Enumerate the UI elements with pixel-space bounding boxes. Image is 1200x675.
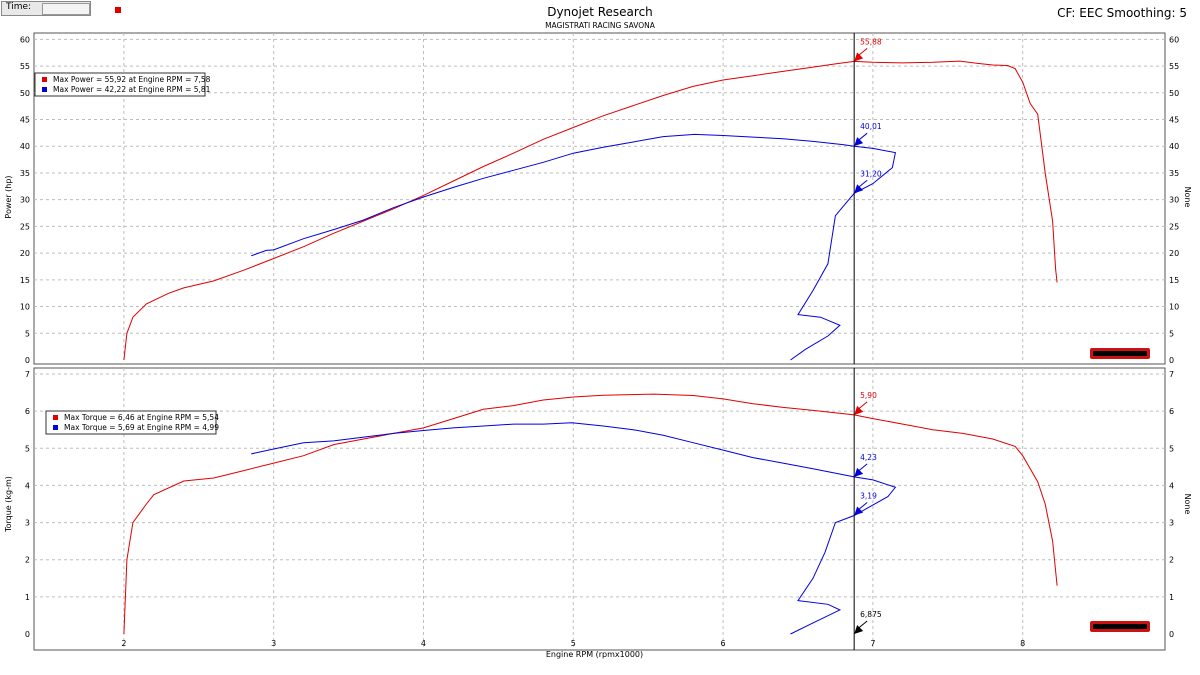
cursor-marker-arrow xyxy=(854,405,864,415)
y2-tick-label: 25 xyxy=(1169,222,1179,231)
y2-tick-label: 50 xyxy=(1169,89,1179,98)
y2-tick-label: 20 xyxy=(1169,249,1179,258)
legend-box xyxy=(34,72,206,97)
y-tick-label: 4 xyxy=(25,481,30,490)
legend-box xyxy=(45,410,217,435)
y2-axis-label: None xyxy=(1183,494,1192,515)
y2-tick-label: 55 xyxy=(1169,62,1179,71)
x-tick-label: 5 xyxy=(571,639,576,648)
y-tick-label: 60 xyxy=(20,35,30,44)
x-tick-label: 8 xyxy=(1020,639,1025,648)
x-tick-label: 2 xyxy=(121,639,126,648)
y-tick-label: 35 xyxy=(20,169,30,178)
y-tick-label: 5 xyxy=(25,329,30,338)
y-tick-label: 2 xyxy=(25,556,30,565)
cursor-marker-arrow xyxy=(854,137,864,147)
y-tick-label: 5 xyxy=(25,444,30,453)
y-tick-label: 0 xyxy=(25,356,30,365)
cursor-marker-arrow xyxy=(854,467,864,477)
plot-frame xyxy=(33,32,1166,365)
y2-tick-label: 45 xyxy=(1169,116,1179,125)
series-line-1 xyxy=(123,60,1058,361)
y-axis-label: Power (hp) xyxy=(4,175,13,218)
y2-tick-label: 0 xyxy=(1169,356,1174,365)
torque-panel: 0 0 1 1 2 2 3 3 4 4 5 5 6 6 7 7 2 3 4 5 6 7 8 Torque (kg-m) None… xyxy=(4,367,1192,659)
time-label: Time: xyxy=(6,2,32,12)
chart-title: Dynojet Research xyxy=(547,5,653,19)
time-control[interactable]: Time: xyxy=(1,1,121,16)
y-tick-label: 3 xyxy=(25,519,30,528)
cursor-value-label: 40,01 xyxy=(860,122,882,131)
series-line-2 xyxy=(251,422,897,635)
y2-tick-label: 7 xyxy=(1169,370,1174,379)
y2-tick-label: 4 xyxy=(1169,481,1174,490)
series-line-1 xyxy=(123,393,1058,635)
dynojet-logo-stripe xyxy=(1093,351,1147,356)
time-marker-icon[interactable] xyxy=(115,7,121,13)
cursor-marker-arrow xyxy=(854,52,864,62)
cursor-marker-arrow xyxy=(854,506,864,516)
y-tick-label: 7 xyxy=(25,370,30,379)
y2-tick-label: 35 xyxy=(1169,169,1179,178)
y-tick-label: 10 xyxy=(20,303,30,312)
y-tick-label: 1 xyxy=(25,593,30,602)
y-tick-label: 6 xyxy=(25,407,30,416)
x-axis-label: Engine RPM (rpmx1000) xyxy=(546,650,643,659)
y2-tick-label: 40 xyxy=(1169,142,1179,151)
chart-subtitle: MAGISTRATI RACING SAVONA xyxy=(545,21,656,30)
y-tick-label: 15 xyxy=(20,276,30,285)
x-tick-label: 4 xyxy=(421,639,426,648)
x-tick-label: 7 xyxy=(870,639,875,648)
y2-tick-label: 2 xyxy=(1169,556,1174,565)
y-tick-label: 20 xyxy=(20,249,30,258)
y2-tick-label: 30 xyxy=(1169,196,1179,205)
time-slider[interactable] xyxy=(42,3,121,15)
legend-entry-2: Max Torque = 5,69 at Engine RPM = 4,99 xyxy=(64,423,219,432)
cursor-marker-arrow xyxy=(854,184,864,194)
smoothing-info: CF: EEC Smoothing: 5 xyxy=(1057,6,1187,20)
dynojet-logo-stripe xyxy=(1093,624,1147,629)
y2-axis-label: None xyxy=(1183,187,1192,208)
y2-tick-label: 0 xyxy=(1169,630,1174,639)
legend-entry-1: Max Power = 55,92 at Engine RPM = 7,58 xyxy=(53,75,211,84)
series-line-2 xyxy=(251,133,896,361)
y-tick-label: 50 xyxy=(20,89,30,98)
y2-tick-label: 1 xyxy=(1169,593,1174,602)
cursor-value-label: 55,88 xyxy=(860,37,882,46)
y2-tick-label: 15 xyxy=(1169,276,1179,285)
x-tick-label: 3 xyxy=(271,639,276,648)
plot-frame xyxy=(33,367,1166,651)
y2-tick-label: 5 xyxy=(1169,329,1174,338)
cursor-value-label: 5,90 xyxy=(860,391,877,400)
cursor-value-label: 6,875 xyxy=(860,610,882,619)
y-tick-label: 40 xyxy=(20,142,30,151)
x-tick-label: 6 xyxy=(721,639,726,648)
y-tick-label: 55 xyxy=(20,62,30,71)
legend-swatch-2 xyxy=(42,87,47,92)
cursor-value-label: 3,19 xyxy=(860,492,877,501)
y2-tick-label: 10 xyxy=(1169,303,1179,312)
y-tick-label: 30 xyxy=(20,196,30,205)
legend-swatch-2 xyxy=(53,425,58,430)
y-tick-label: 45 xyxy=(20,116,30,125)
y-axis-label: Torque (kg-m) xyxy=(4,476,13,533)
legend-swatch-1 xyxy=(53,415,58,420)
y-tick-label: 25 xyxy=(20,222,30,231)
y2-tick-label: 6 xyxy=(1169,407,1174,416)
legend-swatch-1 xyxy=(42,77,47,82)
cursor-marker-arrow xyxy=(854,625,864,634)
legend-entry-2: Max Power = 42,22 at Engine RPM = 5,81 xyxy=(53,85,211,94)
legend-entry-1: Max Torque = 6,46 at Engine RPM = 5,54 xyxy=(64,413,219,422)
y2-tick-label: 60 xyxy=(1169,35,1179,44)
y2-tick-label: 3 xyxy=(1169,519,1174,528)
y2-tick-label: 5 xyxy=(1169,444,1174,453)
cursor-value-label: 4,23 xyxy=(860,453,877,462)
cursor-value-label: 31,20 xyxy=(860,169,882,178)
y-tick-label: 0 xyxy=(25,630,30,639)
